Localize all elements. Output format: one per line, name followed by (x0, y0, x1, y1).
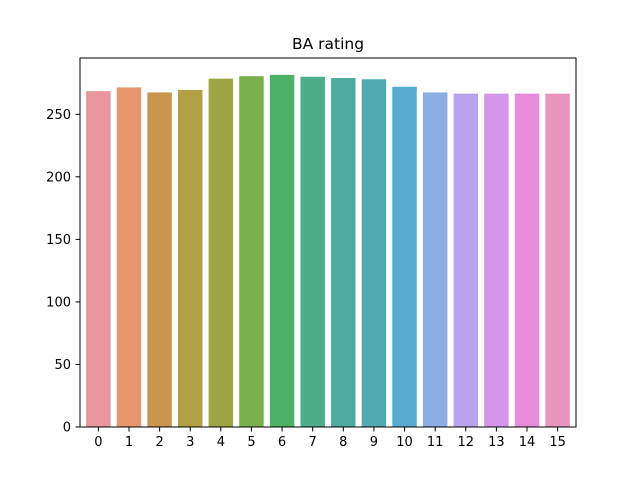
x-tick-label: 9 (370, 435, 378, 450)
plot-frame (79, 57, 577, 428)
y-tick-label: 250 (46, 108, 71, 123)
bar-8 (331, 78, 356, 427)
bar-14 (514, 93, 540, 428)
bar-11 (422, 92, 448, 428)
bar-7 (300, 76, 325, 427)
y-tick-label: 0 (63, 421, 71, 436)
x-tick-label: 0 (94, 435, 102, 450)
x-tick-label: 6 (278, 435, 286, 450)
bar-5 (239, 76, 264, 427)
x-tick-label: 14 (519, 435, 536, 450)
bar-13 (484, 93, 509, 428)
x-tick-label: 11 (427, 435, 444, 450)
bar-12 (453, 93, 479, 428)
bar-9 (361, 79, 387, 427)
y-tick-label: 150 (46, 233, 71, 248)
bar-1 (116, 87, 142, 427)
bar-15 (545, 93, 570, 428)
x-tick-label: 2 (155, 435, 163, 450)
x-tick-label: 13 (488, 435, 505, 450)
x-tick-label: 4 (217, 435, 225, 450)
bar-6 (269, 74, 295, 427)
bar-2 (147, 92, 172, 428)
y-tick-label: 100 (46, 295, 71, 310)
bar-4 (208, 78, 234, 427)
x-tick-label: 1 (125, 435, 133, 450)
bar-0 (86, 91, 111, 428)
x-tick-label: 15 (549, 435, 566, 450)
y-tick-label: 50 (54, 358, 71, 373)
x-tick-label: 7 (309, 435, 317, 450)
bar-10 (392, 86, 417, 428)
y-tick-label: 200 (46, 170, 71, 185)
x-tick-label: 8 (339, 435, 347, 450)
bar-3 (177, 89, 203, 428)
x-tick-label: 3 (186, 435, 194, 450)
x-tick-label: 12 (458, 435, 475, 450)
bars-layer (86, 74, 570, 428)
x-tick-label: 5 (247, 435, 255, 450)
x-tick-label: 10 (396, 435, 413, 450)
chart-title: BA rating (292, 35, 364, 53)
